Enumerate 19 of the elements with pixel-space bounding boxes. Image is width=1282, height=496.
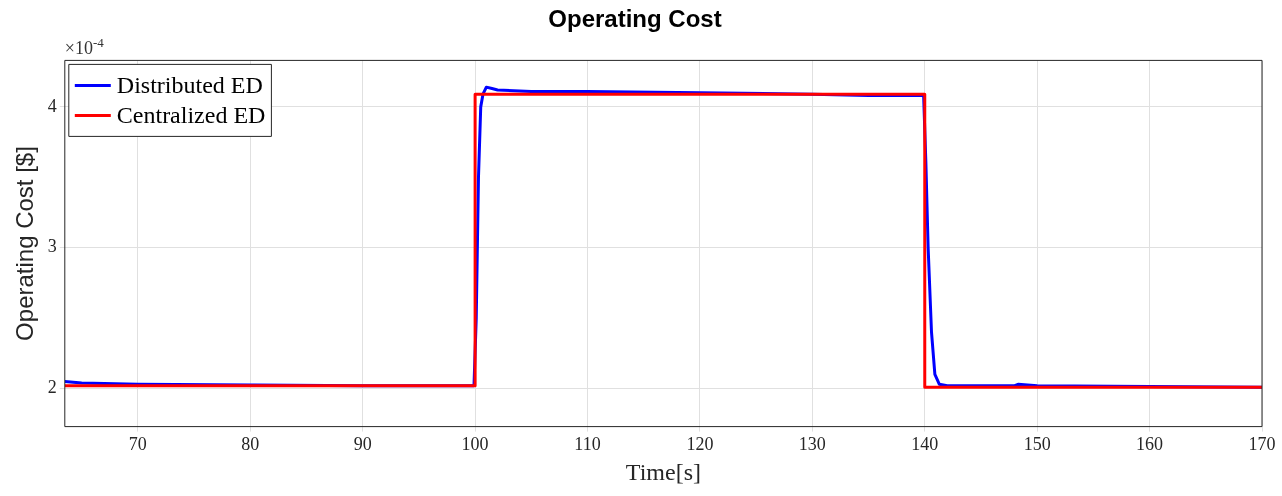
x-tick-label: 120 bbox=[686, 434, 714, 455]
x-tick-label: 110 bbox=[574, 434, 601, 455]
x-tick-label: 90 bbox=[353, 434, 372, 455]
x-axis-title: Time[s] bbox=[625, 458, 701, 485]
x-tick-label: 150 bbox=[1023, 434, 1051, 455]
x-tick-label: 140 bbox=[911, 434, 939, 455]
x-tick-label: 100 bbox=[461, 434, 489, 455]
y-tick-label: 4 bbox=[47, 95, 57, 116]
x-tick-label: 130 bbox=[798, 434, 826, 455]
legend-label: Distributed ED bbox=[116, 71, 263, 98]
legend-label: Centralized ED bbox=[116, 101, 266, 128]
chart-title: Operating Cost bbox=[548, 5, 722, 33]
x-tick-label: 80 bbox=[241, 434, 260, 455]
y-tick-label: 2 bbox=[47, 377, 57, 398]
y-tick-label: 3 bbox=[47, 236, 57, 257]
x-tick-label: 170 bbox=[1248, 434, 1276, 455]
x-tick-label: 70 bbox=[128, 434, 147, 455]
x-tick-label: 160 bbox=[1136, 434, 1164, 455]
y-axis-title: Operating Cost [$] bbox=[11, 146, 39, 341]
